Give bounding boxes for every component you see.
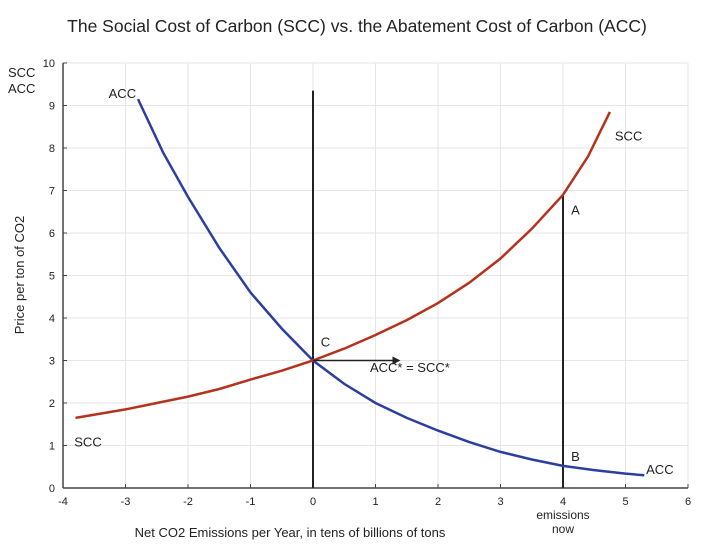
annotation-label: ACC xyxy=(646,462,673,477)
y-axis-label: Price per ton of CO2 xyxy=(12,216,27,335)
x-tick-label: -4 xyxy=(58,496,68,508)
emissions-now-label: emissions xyxy=(536,508,589,522)
x-tick-label: -2 xyxy=(183,496,193,508)
x-tick-label: -3 xyxy=(121,496,131,508)
y-tick-label: 2 xyxy=(49,398,55,410)
annotation-label: B xyxy=(571,449,580,464)
x-tick-label: 6 xyxy=(685,496,691,508)
chart-title: The Social Cost of Carbon (SCC) vs. the … xyxy=(67,16,647,36)
annotation-label: ACC xyxy=(109,86,136,101)
x-tick-label: 1 xyxy=(372,496,378,508)
annotation-label: SCC xyxy=(74,434,101,449)
y-tick-label: 8 xyxy=(49,143,55,155)
x-tick-label: -1 xyxy=(246,496,256,508)
x-axis-label: Net CO2 Emissions per Year, in tens of b… xyxy=(135,525,446,540)
annotation-label: C xyxy=(321,334,330,349)
x-tick-label: 2 xyxy=(435,496,441,508)
emissions-now-label: now xyxy=(552,522,574,536)
annotation-label: ACC* = SCC* xyxy=(370,360,450,375)
x-tick-label: 4 xyxy=(560,496,566,508)
series-scc-line xyxy=(75,111,612,420)
y-tick-label: 4 xyxy=(49,313,55,325)
y-tick-label: 5 xyxy=(49,271,55,283)
y-corner-label-scc: SCC xyxy=(8,65,35,80)
y-tick-label: 7 xyxy=(49,186,55,198)
y-tick-label: 6 xyxy=(49,228,55,240)
y-tick-label: 10 xyxy=(43,58,55,70)
annotation-label: A xyxy=(571,203,580,218)
y-tick-label: 0 xyxy=(49,483,55,495)
x-tick-label: 0 xyxy=(310,496,316,508)
series-acc-line xyxy=(136,98,645,477)
y-tick-label: 3 xyxy=(49,356,55,368)
arrow-head-icon xyxy=(392,356,401,365)
y-tick-label: 9 xyxy=(49,101,55,113)
y-corner-label-acc: ACC xyxy=(8,81,35,96)
y-tick-label: 1 xyxy=(49,441,55,453)
annotation-label: SCC xyxy=(615,128,642,143)
x-tick-label: 3 xyxy=(497,496,503,508)
x-tick-label: 5 xyxy=(622,496,628,508)
